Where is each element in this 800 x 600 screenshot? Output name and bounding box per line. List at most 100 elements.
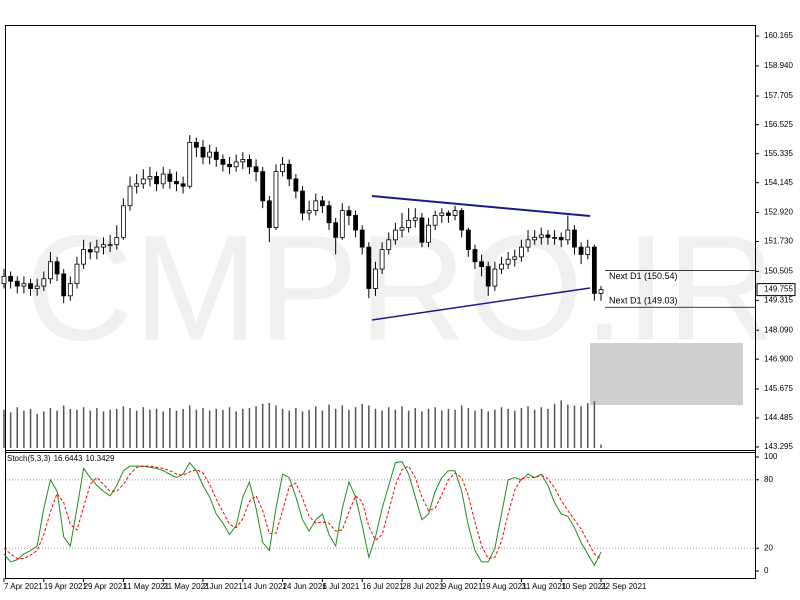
candle-body — [558, 236, 564, 241]
candle-body — [127, 185, 133, 207]
volume-bar — [202, 408, 204, 448]
candle-body — [598, 289, 604, 294]
candle-body — [313, 200, 319, 211]
volume-bar — [368, 405, 370, 448]
candle-body — [373, 268, 378, 289]
candle-body — [333, 222, 339, 238]
volume-bar — [454, 409, 456, 448]
volume-bar — [169, 408, 171, 448]
candle-body — [200, 146, 206, 158]
highlight-box — [590, 343, 743, 405]
y-tick-label: 145.675 — [764, 384, 793, 393]
candle-body — [81, 249, 86, 265]
trendline — [371, 195, 591, 217]
volume-bar — [341, 405, 344, 448]
stoch-k-value: 16.6443 — [54, 454, 83, 463]
volume-bar — [228, 407, 231, 448]
candle-body — [227, 163, 232, 168]
volume-bar — [3, 409, 5, 448]
candle-body — [247, 159, 252, 168]
x-tick-label: 22 Sep 2021 — [601, 582, 647, 591]
stoch-line — [3, 461, 602, 567]
volume-bar — [29, 408, 32, 448]
candle-body — [140, 178, 146, 185]
trendline — [371, 287, 591, 321]
candle-body — [154, 176, 159, 185]
volume-bar — [381, 410, 383, 448]
x-tick-label: 28 Jul 2021 — [402, 582, 444, 591]
volume-bar — [182, 408, 184, 448]
candle-body — [412, 217, 418, 221]
x-tick-label: 31 Aug 2021 — [521, 582, 566, 591]
volume-bar — [586, 402, 589, 448]
volume-bar — [9, 412, 12, 448]
candle-body — [572, 229, 577, 248]
candle-body — [366, 246, 372, 289]
volume-bar — [69, 408, 72, 448]
candle-body — [34, 285, 40, 289]
volume-bar — [394, 409, 397, 448]
volume-bar — [480, 408, 483, 448]
volume-bar — [434, 407, 436, 448]
stoch-title: Stoch(5,3,3) — [7, 454, 51, 463]
candle-body — [28, 283, 33, 289]
volume-bar — [315, 406, 317, 448]
volume-bar — [401, 406, 403, 448]
candle-body — [67, 283, 73, 297]
y-tick-label: 20 — [764, 543, 773, 552]
volume-bar — [580, 406, 582, 448]
candle-body — [273, 171, 279, 229]
y-tick-label: 157.705 — [764, 91, 793, 100]
y-tick-label: 0 — [764, 566, 769, 575]
candle-body — [14, 280, 20, 287]
candle-body — [565, 229, 571, 241]
volume-bar — [89, 410, 91, 448]
stoch-label: Stoch(5,3,3) 16.6443 10.3429 — [7, 454, 115, 463]
volume-bar — [295, 408, 297, 448]
candle-body — [94, 246, 100, 253]
candle-body — [233, 161, 239, 168]
candle-body — [439, 212, 445, 216]
candle-body — [591, 246, 597, 294]
volume-bar — [328, 404, 330, 448]
candle-body — [552, 236, 557, 239]
volume-bar — [560, 400, 562, 448]
volume-bar — [447, 408, 450, 448]
volume-bar — [361, 403, 363, 448]
candle-body — [379, 249, 385, 270]
candle-body — [266, 200, 272, 229]
volume-bar — [222, 409, 224, 448]
candle-body — [180, 183, 186, 187]
volume-bar — [407, 410, 410, 448]
current-price: 149.755 — [764, 285, 793, 294]
volume-bar — [56, 410, 58, 448]
x-tick-label: 19 Aug 2021 — [482, 582, 527, 591]
x-tick-label: 2 Jun 2021 — [203, 582, 243, 591]
x-tick-label: 24 Jun 2021 — [283, 582, 328, 591]
candle-body — [359, 229, 365, 248]
volume-bar — [116, 408, 118, 448]
candle-body — [74, 263, 80, 285]
volume-bar — [527, 406, 529, 448]
volume-bar — [23, 410, 25, 448]
volume-bar — [308, 409, 310, 448]
candle-body — [54, 261, 60, 275]
y-tick-label: 150.505 — [764, 266, 793, 275]
volume-bar — [507, 408, 509, 448]
volume-bar — [348, 409, 350, 448]
volume-bar — [135, 410, 138, 448]
volume-bar — [275, 405, 277, 448]
volume-bar — [82, 407, 85, 448]
x-tick-label: 10 Sep 2021 — [561, 582, 607, 591]
candle-body — [41, 278, 47, 287]
candle-body — [21, 283, 27, 287]
x-tick-label: 11 May 2021 — [123, 582, 169, 591]
candle-body — [505, 258, 511, 265]
candle-body — [207, 151, 213, 158]
candle-body — [386, 239, 392, 250]
candle-body — [240, 159, 246, 163]
volume-bar — [441, 410, 443, 448]
volume-bar — [248, 408, 251, 448]
